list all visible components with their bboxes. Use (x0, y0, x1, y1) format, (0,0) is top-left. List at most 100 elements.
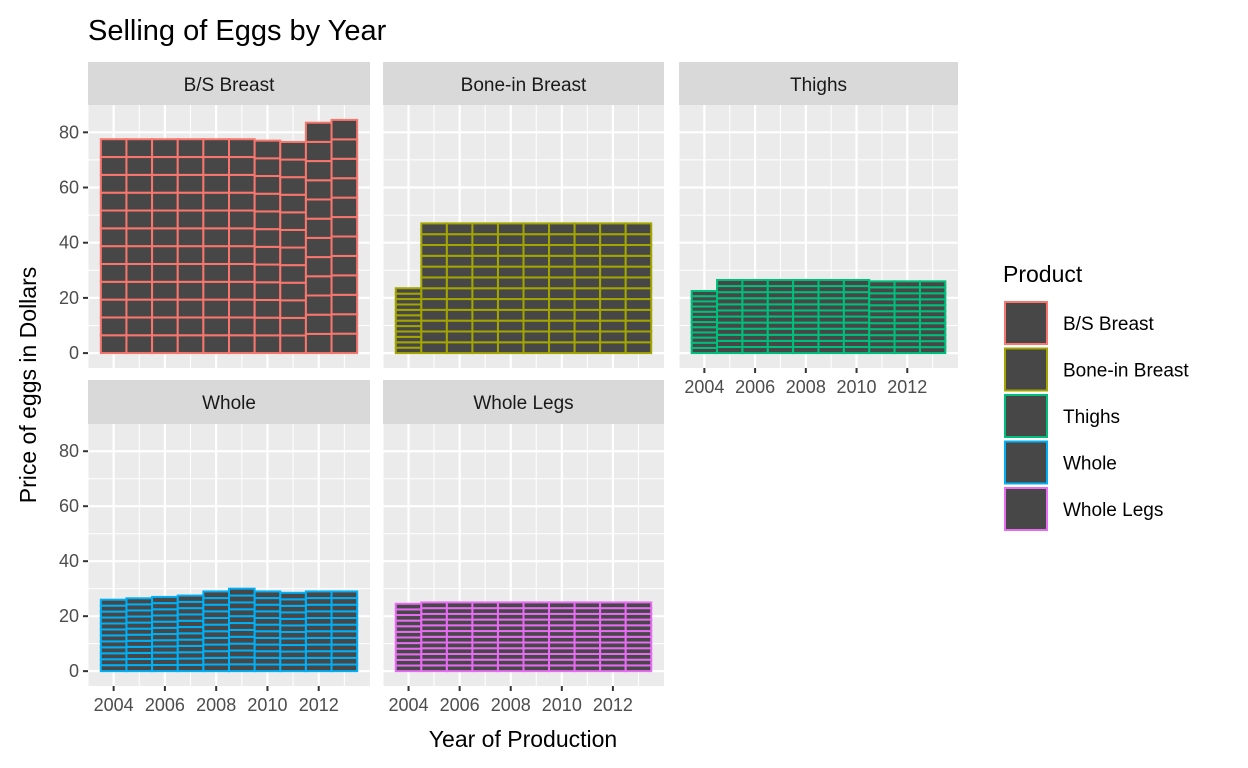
bar-segment (228, 316, 256, 337)
bar-segment (445, 341, 474, 355)
bar-segment (548, 265, 576, 279)
bar-segment (420, 308, 448, 322)
bar-segment (445, 319, 474, 333)
bar-segment (624, 298, 653, 311)
bar-segment (304, 179, 333, 201)
facet-strip-label: Whole (202, 393, 256, 414)
bar (548, 222, 576, 355)
bar-segment (599, 233, 627, 247)
bar-segment (548, 287, 576, 301)
bar-segment (228, 622, 256, 631)
bar-segment (304, 236, 333, 259)
bar-segment (125, 173, 154, 194)
bar-segment (304, 198, 333, 220)
bar-segment (471, 298, 499, 311)
bar (99, 138, 128, 355)
bar (420, 222, 448, 355)
bar (279, 591, 307, 673)
bar-segment (624, 287, 653, 301)
bar-segment (445, 276, 474, 290)
bar-segment (394, 602, 423, 611)
bar-segment (228, 262, 256, 283)
bar-segment (304, 217, 333, 239)
bar-segment (496, 319, 525, 333)
bar-segment (420, 341, 448, 355)
bar-segment (624, 276, 653, 290)
bar-segment (445, 601, 474, 610)
y-tick-label: 60 (59, 178, 79, 198)
bar-segment (176, 334, 205, 355)
bar-segment (99, 173, 128, 194)
bar-segment (471, 341, 499, 355)
bar-segment (766, 278, 795, 288)
bar-segment (548, 233, 576, 247)
facet-strip-label: Whole Legs (473, 393, 573, 414)
bar-segment (202, 191, 230, 212)
facet-strip-label: Thighs (790, 75, 847, 96)
bar-segment (522, 308, 551, 322)
bar-segment (420, 298, 448, 311)
bar (445, 222, 474, 355)
facet-panel: Whole Legs 2004 2006 2008 2010 2012 (382, 380, 664, 715)
bar-segment (228, 635, 256, 645)
bar-segment (228, 649, 256, 659)
facet-panel: B/S Breast 0 20 40 60 80 (59, 62, 370, 368)
bar-segment (420, 319, 448, 333)
bar-segment (202, 209, 230, 230)
bar (599, 222, 627, 355)
x-tick-label: 2010 (542, 695, 582, 715)
bar-segment (304, 294, 333, 316)
bar-segment (176, 156, 205, 176)
bar (573, 222, 602, 355)
bar (394, 287, 423, 355)
bar-segment (228, 587, 256, 597)
bar-segment (868, 280, 896, 289)
bar-segment (690, 290, 719, 298)
bar (522, 222, 551, 355)
bar-segment (304, 160, 333, 182)
bar (624, 601, 653, 673)
x-axis-label: Year of Production (429, 726, 617, 752)
bar-segment (304, 332, 333, 355)
bar-segment (548, 330, 576, 344)
bar-segment (420, 287, 448, 301)
bar-segment (176, 262, 205, 283)
bar-segment (330, 235, 359, 257)
bar-segment (176, 209, 205, 230)
y-tick-label: 0 (69, 661, 79, 681)
bar-segment (151, 173, 179, 194)
bar-segment (176, 316, 205, 337)
x-tick-label: 2012 (299, 695, 339, 715)
bar-segment (496, 341, 525, 355)
bar-segment (548, 276, 576, 290)
bar-segment (599, 222, 627, 236)
bar-segment (817, 278, 845, 288)
bar-segment (99, 138, 128, 159)
bar-segment (573, 341, 602, 355)
bar-segment (253, 192, 282, 213)
bar-segment (99, 191, 128, 212)
bar-segment (253, 210, 282, 231)
bar-segment (599, 276, 627, 290)
bar-segment (330, 332, 359, 355)
bar-segment (471, 308, 499, 322)
bar-segment (304, 140, 333, 163)
bar-segment (151, 316, 179, 337)
bar-segment (522, 601, 551, 610)
bar-segment (176, 173, 205, 194)
bar (151, 595, 179, 673)
bar-segment (151, 209, 179, 230)
bar-segment (202, 298, 230, 319)
bar (573, 601, 602, 673)
x-tick-label: 2008 (196, 695, 236, 715)
legend-label: Bone-in Breast (1063, 361, 1189, 382)
y-axis-label: Price of eggs in Dollars (15, 267, 41, 504)
bar-segment (522, 222, 551, 236)
bar-segment (151, 227, 179, 248)
bar-segment (496, 276, 525, 290)
bar-segment (253, 334, 282, 355)
bar-segment (624, 254, 653, 268)
bar-segment (548, 254, 576, 268)
bar-segment (125, 156, 154, 176)
bar-segment (573, 298, 602, 311)
